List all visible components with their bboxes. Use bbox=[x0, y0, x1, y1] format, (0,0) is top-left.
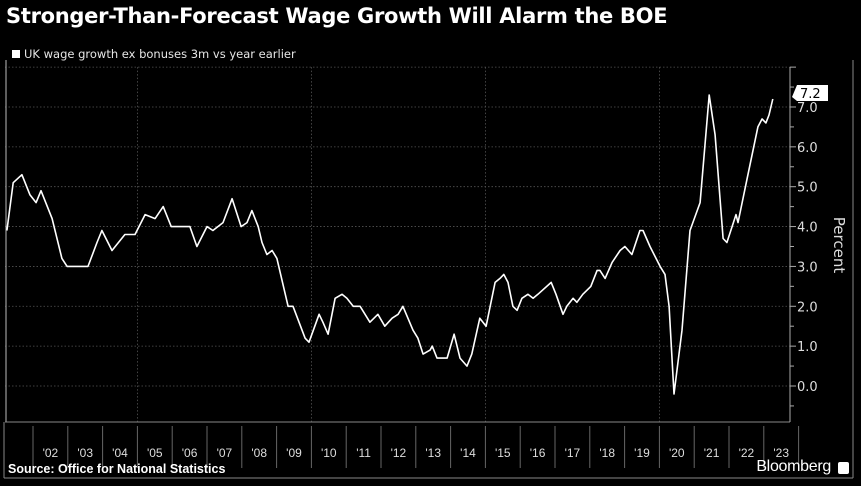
x-tick-label: '04 bbox=[112, 446, 128, 460]
y-tick-label: 2.0 bbox=[797, 300, 818, 315]
legend-label: UK wage growth ex bonuses 3m vs year ear… bbox=[24, 47, 296, 61]
chart-title: Stronger-Than-Forecast Wage Growth Will … bbox=[6, 4, 668, 28]
x-tick-label: '10 bbox=[321, 446, 337, 460]
x-tick-label: '17 bbox=[565, 446, 581, 460]
x-tick-label: '11 bbox=[356, 446, 371, 460]
series-line bbox=[6, 94, 774, 395]
x-tick-label: '21 bbox=[704, 446, 720, 460]
x-tick-label: '05 bbox=[147, 446, 163, 460]
x-tick-label: '16 bbox=[530, 446, 546, 460]
bloomberg-chart-icon bbox=[838, 462, 849, 474]
y-tick-label: 1.0 bbox=[797, 340, 818, 355]
y-tick-label: 3.0 bbox=[797, 260, 818, 275]
axes bbox=[3, 60, 854, 479]
legend-swatch bbox=[12, 50, 20, 58]
y-tick-label: 5.0 bbox=[797, 181, 818, 196]
axis-labels: 0.0 1.0 2.0 3.0 4.0 5.0 6.0 7.0 '02 '03 '04 '05 '06 '… bbox=[43, 85, 828, 460]
y-tick-label: 6.0 bbox=[797, 141, 818, 156]
last-value-tag bbox=[792, 85, 828, 102]
x-tick-label: '12 bbox=[391, 446, 407, 460]
bloomberg-logo: Bloomberg bbox=[756, 458, 831, 475]
x-tick-label: '07 bbox=[217, 446, 233, 460]
x-tick-label: '18 bbox=[599, 446, 615, 460]
x-tick-label: '03 bbox=[77, 446, 93, 460]
x-tick-label: '22 bbox=[739, 446, 755, 460]
last-value-label: 7.2 bbox=[800, 87, 821, 102]
y-tick-label: 0.0 bbox=[797, 380, 818, 395]
x-tick-label: '14 bbox=[460, 446, 476, 460]
y-tick-label: 4.0 bbox=[797, 221, 818, 236]
x-tick-label: '08 bbox=[251, 446, 267, 460]
legend: UK wage growth ex bonuses 3m vs year ear… bbox=[12, 47, 296, 61]
gridlines bbox=[5, 66, 790, 422]
source-note: Source: Office for National Statistics bbox=[8, 462, 226, 476]
x-tick-label: '23 bbox=[773, 446, 789, 460]
x-tick-label: '09 bbox=[286, 446, 302, 460]
x-tick-label: '20 bbox=[669, 446, 685, 460]
y-tick-label: 7.0 bbox=[797, 101, 818, 116]
x-tick-label: '19 bbox=[634, 446, 650, 460]
wage-growth-line bbox=[6, 94, 774, 395]
y-axis-label: Percent bbox=[830, 217, 848, 274]
x-tick-label: '13 bbox=[425, 446, 441, 460]
x-tick-label: '06 bbox=[182, 446, 198, 460]
x-tick-label: '02 bbox=[43, 446, 59, 460]
x-tick-label: '15 bbox=[495, 446, 511, 460]
